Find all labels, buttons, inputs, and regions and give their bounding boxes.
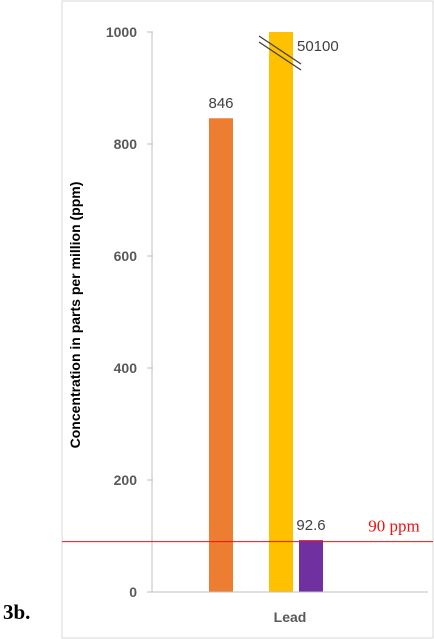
x-axis-group: Lead bbox=[152, 591, 428, 625]
data-label-0: 846 bbox=[208, 95, 233, 112]
data-label-1: 50100 bbox=[297, 38, 339, 55]
data-label-2: 92.6 bbox=[296, 517, 325, 534]
chart-frame bbox=[61, 0, 434, 639]
bar-1 bbox=[269, 32, 293, 592]
y-tick-label: 0 bbox=[129, 584, 137, 600]
y-tick-label: 800 bbox=[114, 136, 138, 152]
bars: 846 50100 92.6 bbox=[208, 32, 339, 593]
y-tick-label: 200 bbox=[114, 472, 138, 488]
axis-break-mark bbox=[258, 35, 302, 65]
bar-0 bbox=[209, 118, 233, 593]
figure-label: 3b. bbox=[3, 600, 31, 624]
y-tick-label: 600 bbox=[114, 248, 138, 264]
y-ticks: 0 200 400 600 800 1000 bbox=[106, 24, 153, 600]
bar-2 bbox=[299, 540, 323, 592]
x-category-label: Lead bbox=[274, 609, 307, 625]
reference-group: 90 ppm bbox=[62, 517, 433, 543]
y-axis-title: Concentration in parts per million (ppm) bbox=[67, 182, 83, 449]
reference-line-label: 90 ppm bbox=[368, 517, 419, 536]
y-tick-label: 1000 bbox=[106, 24, 137, 40]
y-tick-label: 400 bbox=[114, 360, 138, 376]
axis-break-mark bbox=[258, 41, 302, 71]
